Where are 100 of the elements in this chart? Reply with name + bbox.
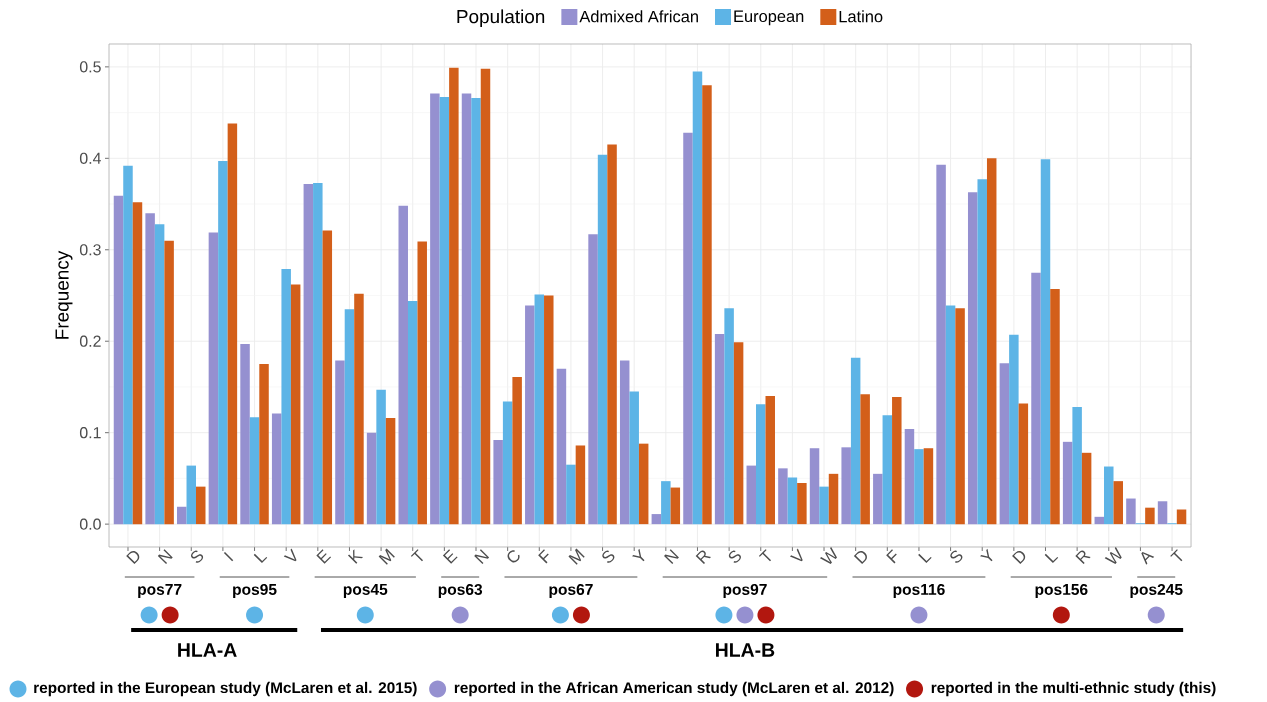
bar	[366, 432, 377, 525]
legend-label: Latino	[839, 10, 883, 23]
x-tick-label: W	[819, 546, 837, 564]
x-tick-label: V	[283, 548, 297, 562]
bar	[376, 389, 386, 525]
bar	[1050, 289, 1060, 525]
x-tick-label: M	[378, 548, 395, 565]
y-tick-label: 0.0	[79, 518, 101, 530]
x-tick-label: S	[190, 550, 204, 563]
bar	[290, 284, 301, 525]
bar	[986, 158, 997, 525]
bar	[1040, 159, 1051, 525]
x-tick-label: D	[126, 550, 140, 565]
bar	[196, 486, 206, 525]
text: pos245	[1130, 583, 1183, 599]
text: reported in the multi-ethnic study (this)	[931, 681, 1216, 697]
bar	[638, 443, 649, 525]
bar	[461, 93, 472, 525]
bar	[702, 85, 712, 525]
x-tick-label: R	[695, 550, 712, 565]
bar	[534, 294, 545, 525]
bar	[566, 464, 576, 525]
bar	[240, 343, 250, 525]
bar	[999, 363, 1010, 525]
legend-title: Population	[457, 9, 545, 28]
bar	[354, 293, 364, 525]
legend-label: Admixed African	[579, 10, 698, 23]
x-tick-label: L	[1044, 553, 1059, 564]
bar	[1072, 407, 1082, 525]
bar	[819, 486, 829, 525]
x-tick-label: L	[918, 553, 932, 564]
x-tick-label: N	[664, 549, 679, 565]
bar	[512, 376, 522, 525]
bar	[756, 404, 766, 525]
bar	[1126, 498, 1136, 525]
bar	[597, 154, 608, 525]
text: pos156	[1035, 583, 1088, 599]
x-tick-label: A	[1141, 551, 1155, 565]
text: pos45	[343, 584, 388, 598]
bar	[271, 413, 282, 525]
bar	[471, 97, 481, 525]
x-tick-label: K	[347, 549, 364, 564]
x-tick-label: E	[442, 549, 458, 564]
x-tick-label: I	[223, 551, 234, 562]
bar	[322, 230, 333, 525]
bar	[439, 97, 450, 525]
bar	[850, 357, 861, 525]
text: pos67	[549, 583, 593, 599]
bar	[407, 300, 418, 525]
bar	[1031, 272, 1041, 525]
bar	[787, 477, 798, 525]
text: pos95	[233, 583, 277, 599]
bar	[1157, 501, 1168, 525]
x-tick-label: S	[950, 550, 963, 563]
y-axis-title: Frequency	[55, 250, 73, 339]
bar	[123, 165, 133, 525]
bar	[967, 192, 978, 525]
bar	[398, 205, 408, 525]
x-tick-label: C	[507, 550, 520, 563]
x-tick-label: E	[316, 549, 332, 564]
bar	[683, 132, 693, 525]
x-tick-label: Y	[632, 548, 645, 562]
bar	[281, 268, 291, 525]
bar	[923, 448, 934, 525]
bar	[828, 473, 839, 525]
legend-label: European	[734, 10, 804, 26]
x-tick-label: T	[1170, 549, 1183, 562]
bar	[218, 161, 228, 525]
y-tick-label: 0.3	[79, 244, 101, 256]
bar	[882, 415, 893, 525]
bar	[502, 401, 513, 525]
bar	[556, 368, 567, 525]
bar	[1062, 441, 1073, 525]
bar	[177, 506, 187, 525]
bar	[449, 67, 459, 525]
bar	[1113, 481, 1124, 525]
bar	[1176, 509, 1187, 525]
bar	[651, 514, 662, 525]
bar	[544, 295, 554, 525]
text: pos77	[138, 584, 182, 598]
bar	[1145, 507, 1155, 525]
bar	[480, 68, 491, 525]
y-tick-label: 0.2	[79, 335, 101, 347]
y-tick-label: 0.1	[79, 427, 101, 439]
bar	[259, 364, 269, 525]
x-tick-label: R	[1075, 550, 1091, 565]
bar	[670, 487, 681, 525]
bar	[430, 93, 440, 525]
bar	[977, 179, 987, 525]
bar	[733, 342, 744, 525]
bar	[493, 440, 503, 525]
y-tick-label: 0.5	[79, 61, 101, 73]
text: reported in the African American study (McLaren et al. 2012)	[454, 681, 894, 697]
bar	[619, 360, 630, 525]
bar	[936, 164, 946, 525]
bar	[249, 417, 260, 525]
bar	[525, 305, 535, 525]
bar	[607, 144, 617, 525]
x-tick-label: D	[853, 550, 867, 565]
x-tick-label: S	[728, 550, 741, 563]
